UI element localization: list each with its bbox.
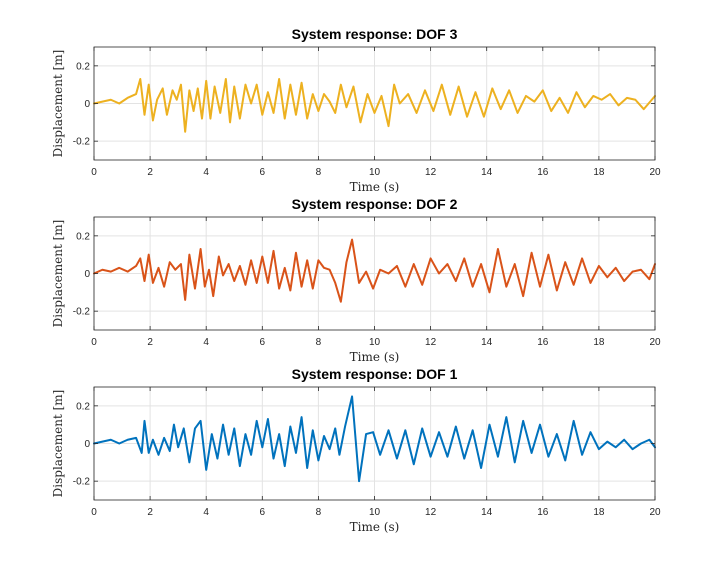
x-tick-label: 0 <box>91 337 97 348</box>
series-line <box>93 78 656 133</box>
x-tick-label: 0 <box>91 167 97 178</box>
x-tick-label: 2 <box>147 337 153 348</box>
x-axis-label: Time (s) <box>350 180 400 194</box>
x-tick-label: 20 <box>649 167 661 178</box>
y-axis-label: Displacement [m] <box>51 390 65 498</box>
x-tick-label: 18 <box>593 167 605 178</box>
subplot-dof2: 0 2 4 6 8 10 12 14 16 18 20 0.2 0 -0.2 System response… <box>51 196 661 364</box>
chart-title: System response: DOF 3 <box>292 26 458 42</box>
x-tick-label: 18 <box>593 337 605 348</box>
x-tick-label: 10 <box>369 507 381 518</box>
x-tick-label: 12 <box>425 507 437 518</box>
y-tick-label: 0 <box>84 99 90 110</box>
x-tick-label: 16 <box>537 167 549 178</box>
y-tick-label: 0.2 <box>76 61 90 72</box>
series-line <box>93 395 656 483</box>
subplot-dof1: 0 2 4 6 8 10 12 14 16 18 20 0.2 0 -0.2 System response… <box>51 366 661 534</box>
x-tick-label: 2 <box>147 507 153 518</box>
y-axis-label: Displacement [m] <box>51 220 65 328</box>
y-tick-label: 0.2 <box>76 231 90 242</box>
x-tick-label: 14 <box>481 507 493 518</box>
x-tick-label: 6 <box>260 507 266 518</box>
x-tick-label: 20 <box>649 337 661 348</box>
x-tick-label: 12 <box>425 337 437 348</box>
y-tick-label: -0.2 <box>73 137 91 148</box>
x-tick-label: 14 <box>481 167 493 178</box>
x-tick-label: 4 <box>203 167 209 178</box>
x-tick-label: 8 <box>316 167 322 178</box>
x-tick-label: 18 <box>593 507 605 518</box>
x-tick-label: 10 <box>369 167 381 178</box>
y-tick-label: 0.2 <box>76 401 90 412</box>
x-tick-label: 6 <box>260 337 266 348</box>
x-tick-label: 4 <box>203 507 209 518</box>
x-tick-label: 6 <box>260 167 266 178</box>
x-tick-label: 14 <box>481 337 493 348</box>
y-tick-label: 0 <box>84 269 90 280</box>
y-tick-label: -0.2 <box>73 477 91 488</box>
x-tick-label: 16 <box>537 507 549 518</box>
y-tick-label: -0.2 <box>73 307 91 318</box>
chart-title: System response: DOF 1 <box>292 366 458 382</box>
x-tick-label: 10 <box>369 337 381 348</box>
x-axis-label: Time (s) <box>350 520 400 534</box>
x-tick-label: 12 <box>425 167 437 178</box>
x-axis-label: Time (s) <box>350 350 400 364</box>
x-tick-label: 8 <box>316 337 322 348</box>
x-tick-label: 2 <box>147 167 153 178</box>
x-tick-label: 8 <box>316 507 322 518</box>
x-tick-label: 20 <box>649 507 661 518</box>
x-tick-label: 16 <box>537 337 549 348</box>
series-line <box>93 238 656 303</box>
y-axis-label: Displacement [m] <box>51 50 65 158</box>
x-tick-label: 0 <box>91 507 97 518</box>
y-tick-label: 0 <box>84 439 90 450</box>
x-tick-label: 4 <box>203 337 209 348</box>
chart-title: System response: DOF 2 <box>292 196 458 212</box>
subplot-dof3: 0 2 4 6 8 10 12 14 16 18 20 0.2 0 -0.2 System response… <box>51 26 661 194</box>
